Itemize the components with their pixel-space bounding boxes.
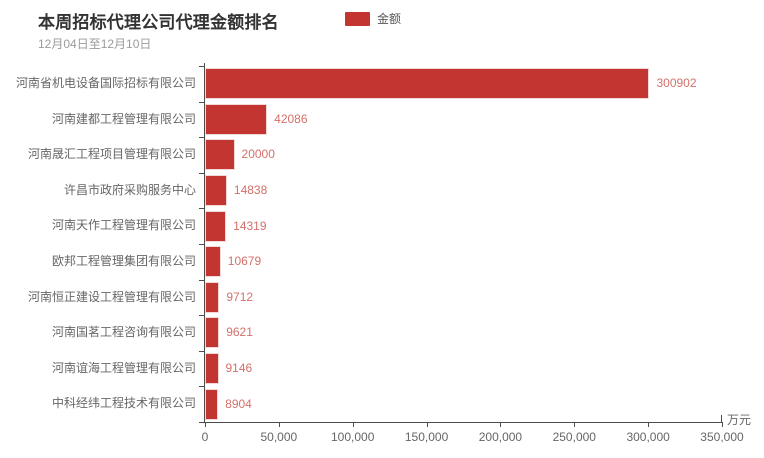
y-axis-tick: [199, 173, 204, 174]
x-axis-tick: [352, 422, 354, 427]
chart-row: 河南国茗工程咨询有限公司 9621: [0, 315, 764, 351]
bar[interactable]: [205, 388, 219, 420]
chart-row: 许昌市政府采购服务中心 14838: [0, 173, 764, 209]
x-axis-tick-label: 350,000: [700, 430, 744, 444]
y-axis-tick: [199, 66, 204, 67]
bar-value-label: 300902: [656, 76, 697, 91]
x-axis-end-cap: [721, 415, 722, 423]
y-axis-category-label: 河南省机电设备国际招标有限公司: [16, 76, 197, 90]
x-axis-tick-label: 0: [201, 430, 209, 444]
x-axis-tick: [722, 422, 723, 427]
bar[interactable]: [205, 246, 221, 278]
x-axis-tick: [205, 422, 206, 427]
y-axis-line: [204, 63, 205, 423]
chart-row: 欧邦工程管理集团有限公司 10679: [0, 244, 764, 280]
y-axis-tick: [199, 386, 204, 387]
chart-row: 河南天作工程管理有限公司 14319: [0, 208, 764, 244]
y-axis-category-label: 河南谊海工程管理有限公司: [51, 360, 196, 375]
y-axis-tick: [199, 102, 204, 103]
chart-row: 河南建都工程管理有限公司 42086: [0, 102, 764, 138]
chart-row: 河南省机电设备国际招标有限公司 300902: [0, 66, 764, 102]
bar[interactable]: [205, 68, 650, 100]
y-axis-category-label: 河南天作工程管理有限公司: [51, 218, 196, 233]
bar-value-label: 9621: [226, 325, 253, 340]
bar-value-label: 8904: [225, 396, 252, 411]
y-axis-category-label: 河南恒正建设工程管理有限公司: [27, 289, 196, 304]
bar[interactable]: [205, 210, 227, 242]
page-title: 本周招标代理公司代理金额排名: [38, 13, 279, 32]
y-axis-category-label: 许昌市政府采购服务中心: [63, 182, 196, 197]
x-axis-tick-label: 150,000: [404, 430, 449, 444]
y-axis-tick: [199, 137, 204, 138]
bar[interactable]: [205, 103, 268, 135]
bar-value-label: 10679: [227, 254, 262, 269]
y-axis-tick: [199, 280, 204, 281]
x-axis-tick: [278, 422, 280, 427]
bar[interactable]: [205, 353, 219, 385]
chart-subtitle: 12月04日至12月10日: [38, 37, 152, 51]
chart-row: 河南晟汇工程项目管理有限公司 20000: [0, 137, 764, 173]
chart-row: 河南恒正建设工程管理有限公司 9712: [0, 280, 764, 316]
bar[interactable]: [205, 175, 227, 207]
y-axis-category-label: 欧邦工程管理集团有限公司: [51, 254, 196, 268]
bar[interactable]: [205, 317, 220, 349]
bar-value-label: 42086: [274, 111, 308, 126]
bar-value-label: 14838: [233, 183, 268, 198]
x-axis-line: [205, 422, 722, 423]
y-axis-tick: [199, 315, 204, 316]
legend-item-label[interactable]: 金额: [377, 12, 402, 26]
bar-value-label: 20000: [241, 147, 275, 162]
x-axis-tick-label: 250,000: [552, 430, 596, 444]
chart-row: 中科经纬工程技术有限公司 8904: [0, 386, 764, 422]
x-axis-tick-label: 300,000: [626, 430, 670, 444]
y-axis-tick: [199, 244, 204, 245]
x-axis-tick: [500, 422, 502, 427]
x-axis-tick: [648, 422, 650, 427]
y-axis-tick: [199, 422, 204, 423]
x-axis-unit-label: 万元: [727, 413, 752, 427]
x-axis-tick: [574, 422, 576, 427]
y-axis-tick: [199, 208, 204, 209]
x-axis-tick-label: 100,000: [331, 430, 375, 444]
y-axis-category-label: 河南国茗工程咨询有限公司: [51, 325, 196, 340]
x-axis-tick: [426, 422, 428, 427]
y-axis-category-label: 中科经纬工程技术有限公司: [51, 396, 196, 411]
chart-legend: 金额: [345, 10, 401, 27]
y-axis-category-label: 河南晟汇工程项目管理有限公司: [27, 147, 196, 162]
bar-value-label: 14319: [233, 218, 267, 233]
bar[interactable]: [205, 281, 220, 313]
x-axis-tick-label: 50,000: [260, 430, 298, 444]
legend-swatch-icon[interactable]: [345, 11, 370, 26]
x-axis-tick-label: 200,000: [478, 430, 523, 444]
bar[interactable]: [205, 139, 235, 171]
chart-row: 河南谊海工程管理有限公司 9146: [0, 351, 764, 387]
bar-value-label: 9146: [225, 361, 253, 376]
y-axis-tick: [199, 351, 204, 352]
y-axis-category-label: 河南建都工程管理有限公司: [51, 111, 196, 126]
bar-value-label: 9712: [226, 289, 254, 304]
